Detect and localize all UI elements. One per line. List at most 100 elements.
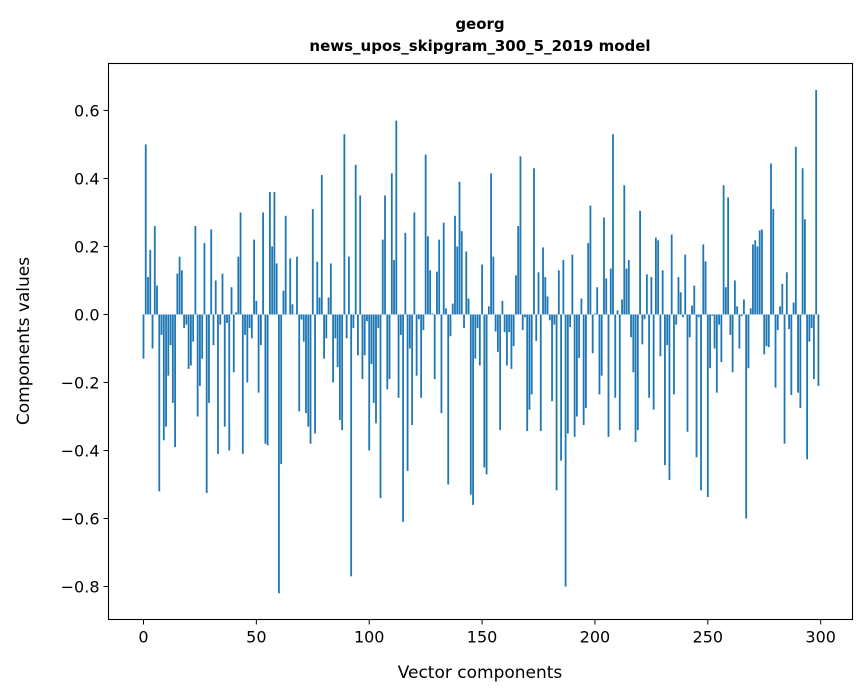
bar (503, 314, 506, 333)
bar (722, 185, 725, 315)
bar (474, 314, 477, 359)
bar (214, 280, 217, 315)
bar (408, 314, 411, 349)
bar (578, 314, 581, 358)
bar (492, 256, 495, 315)
bar (241, 314, 244, 454)
bar (162, 314, 165, 441)
bar (375, 314, 377, 424)
bar (736, 306, 739, 315)
bar (490, 173, 493, 315)
axes-frame (107, 62, 854, 621)
x-tick-label: 250 (693, 628, 724, 647)
bar (555, 314, 558, 491)
bar (625, 268, 628, 315)
bar (309, 314, 312, 444)
chart-title: georg (455, 15, 504, 33)
bar (668, 314, 671, 481)
bar (338, 314, 341, 420)
bar (763, 314, 766, 355)
bar (194, 226, 197, 315)
bar (553, 314, 556, 325)
bar (713, 314, 716, 349)
bar (700, 314, 702, 491)
bar (167, 314, 170, 376)
bar (352, 314, 355, 329)
bar (183, 314, 186, 329)
bar (296, 256, 298, 315)
bar (686, 314, 689, 432)
bar (305, 314, 307, 414)
bar (361, 314, 364, 380)
bar (289, 258, 292, 315)
bar (483, 314, 486, 468)
bar (544, 277, 547, 315)
bar (580, 298, 583, 315)
bar (664, 314, 666, 466)
bar (278, 314, 280, 594)
bar (783, 314, 786, 444)
bar (144, 144, 147, 315)
bar (551, 314, 553, 402)
bar (212, 314, 215, 346)
x-tick-label: 100 (354, 628, 385, 647)
bar (397, 314, 400, 398)
bar (693, 285, 696, 315)
bar (160, 314, 163, 335)
bar (149, 249, 152, 315)
bar (539, 314, 542, 432)
bar (630, 314, 632, 338)
bar (776, 314, 779, 331)
bar (521, 314, 524, 331)
bar (300, 314, 303, 320)
bar (632, 314, 635, 373)
bar (390, 173, 393, 315)
bar (537, 272, 540, 315)
bar (702, 244, 705, 315)
bar (697, 314, 700, 318)
bar (345, 314, 348, 339)
bar (447, 314, 450, 485)
bar (650, 277, 653, 315)
bar (585, 314, 587, 408)
bar (192, 314, 195, 342)
bar (451, 303, 454, 315)
bar (806, 314, 809, 460)
bar (465, 251, 468, 315)
bar (458, 181, 461, 315)
bar (187, 314, 190, 369)
bar (174, 314, 176, 448)
bar (275, 263, 278, 315)
bar (266, 314, 269, 446)
bar (388, 314, 391, 380)
bar (223, 314, 226, 427)
bar (639, 210, 641, 315)
bar (643, 314, 646, 320)
bar (203, 243, 206, 315)
bar (747, 314, 750, 369)
bar (185, 314, 188, 325)
bar (733, 280, 736, 315)
bar (810, 314, 813, 329)
y-tick-label: 0.2 (74, 237, 99, 256)
bar (442, 222, 445, 315)
bar (268, 192, 271, 315)
y-tick-label: −0.8 (61, 578, 100, 597)
bar (517, 226, 520, 315)
bar (729, 314, 732, 335)
bar (704, 261, 707, 315)
bar (575, 314, 578, 417)
bar (731, 314, 734, 373)
x-tick-label: 300 (805, 628, 836, 647)
bar (399, 314, 402, 335)
bar (151, 314, 154, 349)
bar (377, 314, 380, 329)
bar (566, 314, 569, 434)
bar (605, 278, 608, 315)
bar (449, 314, 452, 337)
bar (677, 277, 680, 315)
bar (526, 314, 529, 432)
bar (774, 314, 777, 388)
bar (724, 287, 727, 315)
bar (314, 314, 316, 434)
